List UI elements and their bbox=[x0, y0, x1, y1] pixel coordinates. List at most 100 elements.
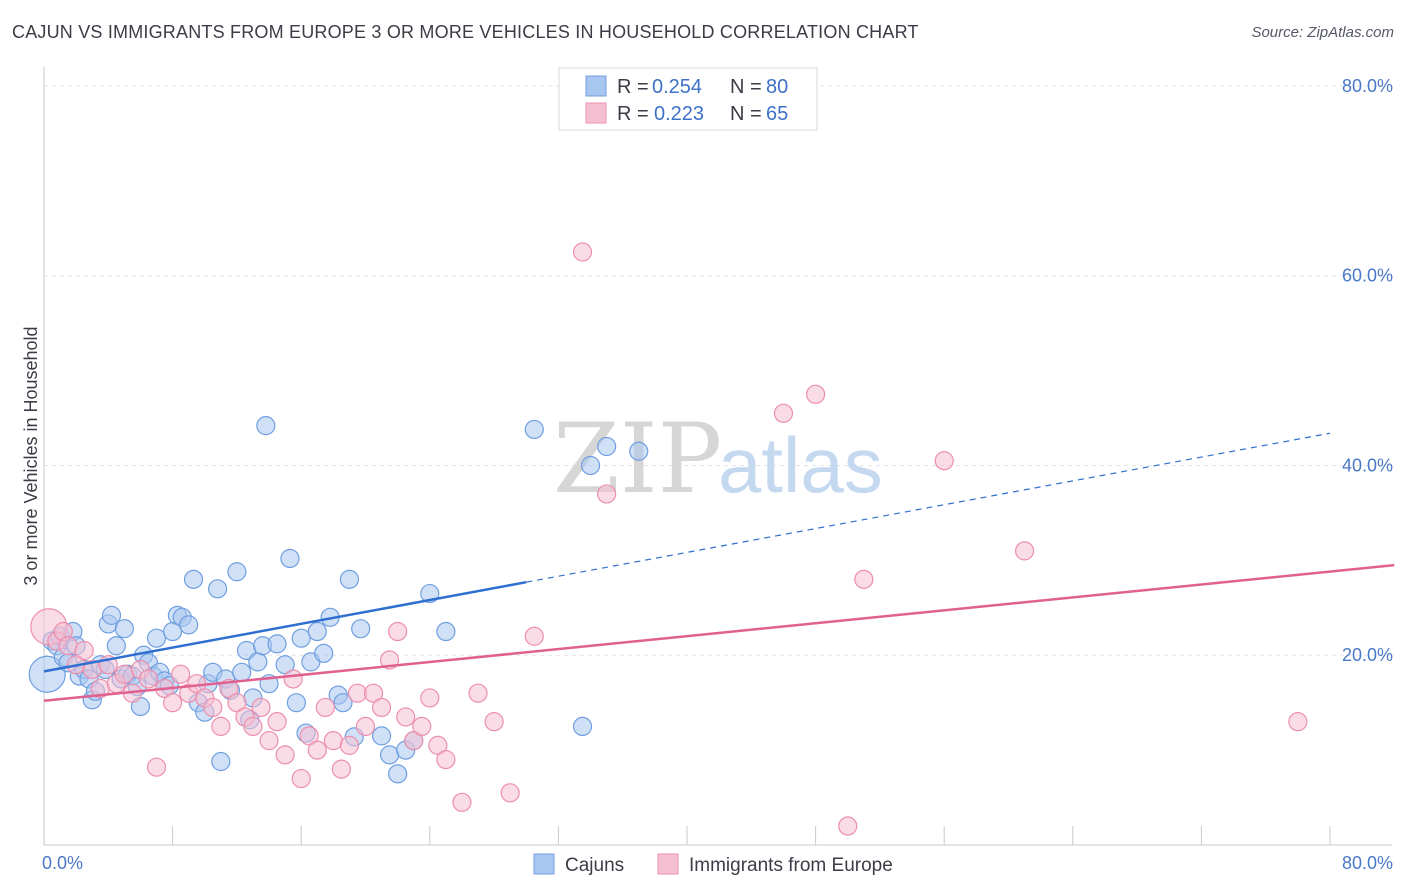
cajuns-point-78 bbox=[597, 436, 617, 457]
legend-swatch-cajuns bbox=[585, 75, 607, 97]
immigrants-point-36 bbox=[323, 731, 343, 751]
immigrants-points bbox=[30, 242, 1308, 836]
cajuns-point-49 bbox=[248, 652, 268, 672]
legend-r-value-cajuns: 0.254 bbox=[652, 76, 702, 98]
cajuns-point-70 bbox=[388, 764, 408, 784]
grid-layer bbox=[44, 85, 1392, 656]
immigrants-point-56 bbox=[572, 242, 593, 262]
cajuns-trend-dashed bbox=[526, 432, 1331, 583]
immigrants-point-14 bbox=[146, 757, 167, 777]
immigrants-point-27 bbox=[251, 697, 271, 718]
immigrants-point-3 bbox=[58, 636, 78, 656]
cajuns-point-44 bbox=[227, 562, 247, 582]
immigrants-point-21 bbox=[203, 697, 223, 718]
bottom-legend-label-cajuns: Cajuns bbox=[565, 855, 624, 876]
immigrants-point-17 bbox=[171, 664, 191, 684]
legend-swatch-immigrants bbox=[585, 102, 607, 124]
source-credit: Source: ZipAtlas.com bbox=[1251, 24, 1394, 41]
immigrants-point-32 bbox=[291, 768, 311, 789]
immigrants-point-29 bbox=[267, 712, 287, 732]
cajuns-point-53 bbox=[267, 634, 287, 654]
legend-n-value-immigrants: 65 bbox=[766, 103, 788, 125]
x-tick-min: 0.0% bbox=[42, 853, 83, 873]
immigrants-point-35 bbox=[315, 697, 335, 718]
immigrants-trend bbox=[43, 563, 1395, 703]
immigrants-point-31 bbox=[283, 669, 303, 689]
cajuns-point-69 bbox=[380, 745, 400, 765]
cajuns-point-75 bbox=[524, 419, 544, 440]
immigrants-point-50 bbox=[436, 750, 456, 770]
y-tick-label-1: 40.0% bbox=[1342, 455, 1393, 475]
cajuns-point-57 bbox=[291, 628, 311, 648]
immigrants-point-38 bbox=[339, 735, 360, 755]
legend-r-label-cajuns: R = bbox=[617, 76, 649, 98]
immigrants-point-40 bbox=[355, 716, 376, 737]
watermark-atlas: atlas bbox=[718, 421, 883, 509]
immigrants-point-61 bbox=[854, 569, 874, 589]
bottom-legend: Cajuns Immigrants from Europe bbox=[533, 853, 893, 876]
immigrants-point-59 bbox=[805, 384, 826, 404]
immigrants-point-10 bbox=[114, 664, 134, 684]
axis-layer bbox=[43, 67, 1392, 846]
immigrants-point-63 bbox=[1014, 541, 1035, 561]
immigrants-point-30 bbox=[275, 745, 295, 765]
cajuns-point-41 bbox=[211, 751, 231, 772]
top-legend: R = 0.254 N = 80 R = 0.223 N = 65 bbox=[558, 67, 818, 131]
immigrants-point-45 bbox=[396, 707, 416, 727]
cajuns-point-27 bbox=[146, 628, 167, 648]
immigrants-point-55 bbox=[524, 626, 544, 646]
y-tick-label-0: 20.0% bbox=[1342, 645, 1393, 665]
immigrants-point-22 bbox=[211, 716, 231, 737]
y-tick-labels: 20.0% 40.0% 60.0% 80.0% bbox=[1342, 76, 1393, 665]
immigrants-point-44 bbox=[388, 621, 408, 642]
cajuns-point-79 bbox=[629, 441, 649, 461]
cajuns-point-65 bbox=[339, 569, 360, 589]
legend-n-label-cajuns: N = bbox=[730, 76, 762, 98]
x-tick-max: 80.0% bbox=[1342, 853, 1393, 873]
immigrants-point-34 bbox=[307, 740, 327, 760]
immigrants-point-51 bbox=[452, 792, 472, 812]
immigrants-point-16 bbox=[163, 693, 183, 713]
cajuns-point-40 bbox=[208, 579, 228, 599]
legend-r-value-immigrants: 0.223 bbox=[654, 103, 704, 125]
cajuns-point-76 bbox=[572, 716, 593, 737]
y-axis-label: 3 or more Vehicles in Household bbox=[21, 326, 41, 585]
trend-layer bbox=[43, 432, 1395, 703]
immigrants-point-64 bbox=[1288, 712, 1308, 732]
cajuns-point-35 bbox=[183, 569, 204, 589]
chart-title: CAJUN VS IMMIGRANTS FROM EUROPE 3 OR MOR… bbox=[12, 22, 919, 42]
immigrants-point-60 bbox=[838, 816, 858, 836]
immigrants-point-48 bbox=[420, 688, 440, 708]
legend-r-label-immigrants: R = bbox=[617, 103, 649, 125]
immigrants-point-62 bbox=[934, 451, 954, 471]
cajuns-point-56 bbox=[286, 693, 306, 713]
immigrants-point-53 bbox=[484, 712, 504, 732]
immigrants-point-13 bbox=[138, 669, 159, 689]
immigrants-point-52 bbox=[468, 683, 488, 703]
cajuns-point-17 bbox=[106, 636, 126, 656]
cajuns-point-61 bbox=[314, 643, 334, 663]
immigrants-point-42 bbox=[371, 697, 392, 718]
immigrants-point-54 bbox=[500, 783, 520, 803]
legend-n-label-immigrants: N = bbox=[730, 103, 762, 125]
immigrants-point-58 bbox=[773, 403, 794, 423]
immigrants-point-26 bbox=[243, 716, 263, 737]
cajuns-point-16 bbox=[101, 605, 122, 625]
immigrants-point-28 bbox=[259, 731, 279, 751]
y-tick-label-2: 60.0% bbox=[1342, 266, 1393, 286]
immigrants-point-47 bbox=[412, 716, 432, 737]
immigrants-point-57 bbox=[597, 484, 617, 504]
cajuns-point-51 bbox=[256, 416, 276, 436]
bottom-legend-swatch-immigrants bbox=[657, 853, 679, 875]
cajuns-point-64 bbox=[333, 693, 353, 713]
immigrants-point-39 bbox=[347, 683, 368, 703]
immigrants-point-5 bbox=[74, 640, 94, 661]
cajuns-point-68 bbox=[371, 726, 392, 746]
cajuns-point-67 bbox=[351, 619, 371, 639]
cajuns-point-60 bbox=[307, 621, 327, 642]
bottom-legend-label-immigrants: Immigrants from Europe bbox=[689, 855, 893, 876]
cajuns-trend-solid bbox=[43, 580, 527, 673]
immigrants-point-37 bbox=[331, 759, 351, 779]
cajuns-point-19 bbox=[114, 619, 134, 639]
